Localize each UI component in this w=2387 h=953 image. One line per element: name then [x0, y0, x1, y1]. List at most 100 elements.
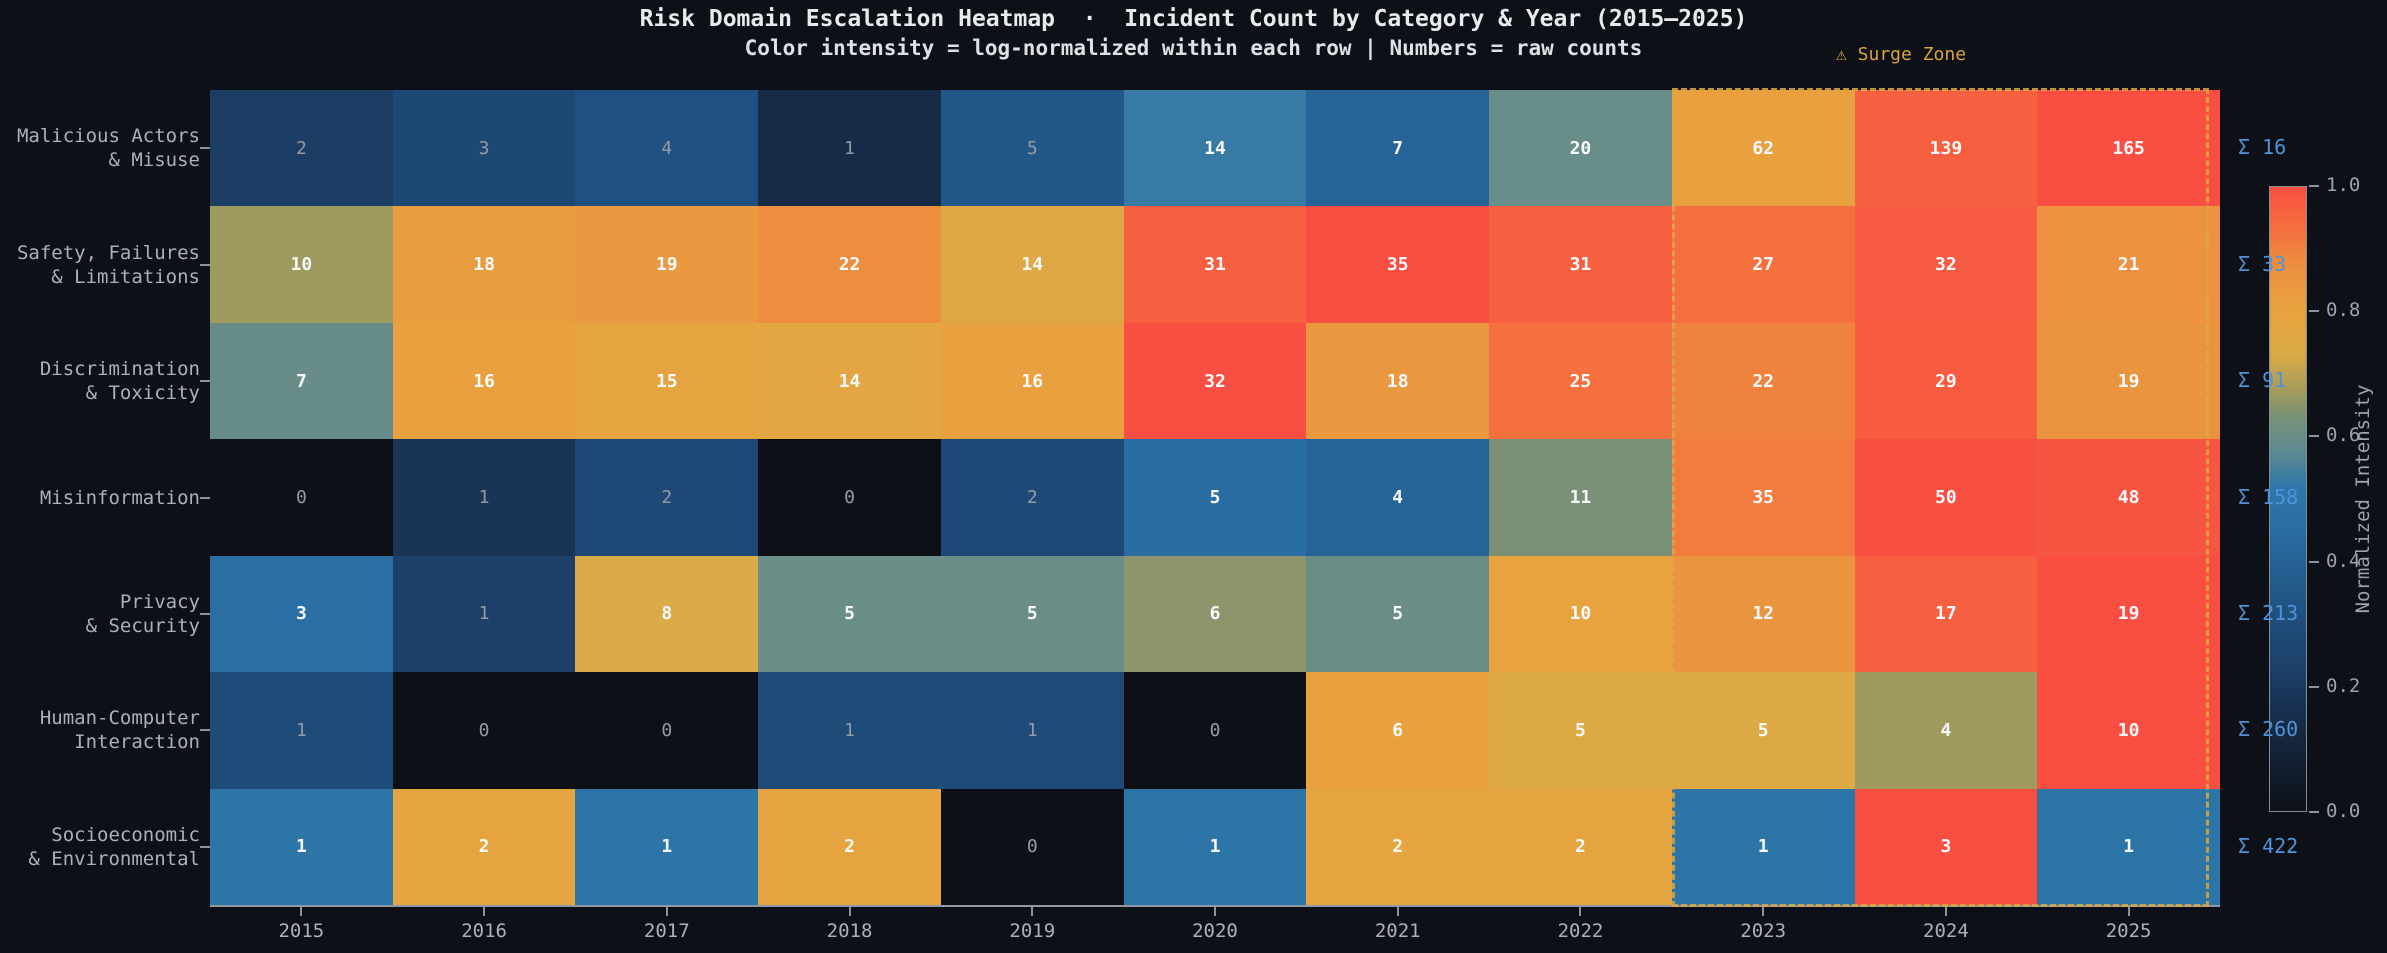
- x-axis-label: 2024: [1923, 920, 1969, 942]
- cell-value: 10: [290, 254, 313, 276]
- row-sum-label: Σ 260: [2238, 717, 2299, 742]
- heatmap-cell: 16: [940, 322, 1124, 440]
- heatmap-cell: 10: [1489, 555, 1672, 673]
- row-label: Malicious Actors & Misuse: [16, 125, 200, 172]
- cell-value: 0: [844, 486, 855, 508]
- heatmap-cell: 3: [1854, 788, 2038, 905]
- cell-value: 12: [1752, 603, 1775, 625]
- cell-value: 14: [1021, 254, 1044, 276]
- colorbar-tick: [2309, 811, 2319, 813]
- x-axis-label: 2020: [1192, 920, 1238, 942]
- heatmap-cell: 1: [210, 788, 393, 905]
- heatmap-cell: 12: [1671, 555, 1855, 673]
- row-label: Discrimination & Toxicity: [39, 358, 200, 405]
- cell-value: 1: [844, 719, 855, 741]
- heatmap-cell: 0: [1123, 672, 1307, 789]
- x-tick: [1396, 907, 1399, 916]
- heatmap-cell: 18: [392, 206, 576, 323]
- x-axis-label: 2017: [643, 920, 690, 942]
- colorbar-tick: [2309, 685, 2319, 688]
- heatmap-cell: 25: [1489, 322, 1672, 440]
- heatmap-cell: 32: [1123, 322, 1307, 440]
- cell-value: 3: [1940, 836, 1952, 858]
- cell-value: 1: [478, 603, 490, 625]
- cell-value: 2: [1026, 486, 1038, 508]
- heatmap-cell: 165: [2037, 90, 2220, 207]
- surge-zone-legend: ⚠ Surge Zone: [1836, 44, 1967, 65]
- colorbar: [2269, 186, 2307, 812]
- x-axis-label: 2019: [1009, 920, 1056, 942]
- heatmap-cell: 1: [2037, 788, 2220, 905]
- heatmap-cell: 3: [210, 555, 393, 673]
- colorbar-tick-label: 1.0: [2326, 173, 2361, 196]
- cell-value: 20: [1569, 137, 1592, 159]
- row-sum-label: Σ 91: [2238, 367, 2287, 392]
- cell-value: 3: [295, 603, 307, 625]
- heatmap-cell: 35: [1306, 206, 1490, 323]
- heatmap-cell: 0: [210, 439, 393, 556]
- row-label: Misinformation: [39, 486, 200, 509]
- cell-value: 0: [295, 486, 307, 508]
- heatmap-cell: 1: [210, 672, 393, 789]
- chart-title: Risk Domain Escalation Heatmap · Inciden…: [639, 6, 1748, 32]
- cell-value: 1: [1209, 836, 1221, 858]
- heatmap-cell: 62: [1671, 90, 1855, 207]
- heatmap-cell: 0: [940, 788, 1124, 905]
- y-tick: [200, 612, 210, 615]
- heatmap-cell: 10: [210, 206, 393, 323]
- cell-value: 5: [1392, 603, 1404, 625]
- cell-value: 22: [1752, 370, 1775, 392]
- heatmap-cell: 22: [1671, 322, 1855, 440]
- x-tick: [2127, 907, 2130, 916]
- cell-value: 5: [1575, 719, 1586, 741]
- heatmap-cell: 29: [1854, 322, 2038, 440]
- x-tick: [1762, 907, 1765, 916]
- colorbar-tick-label: 0.8: [2326, 299, 2361, 322]
- cell-value: 2: [844, 836, 855, 858]
- cell-value: 27: [1752, 254, 1775, 276]
- cell-value: 10: [2117, 719, 2140, 741]
- x-tick: [300, 907, 303, 916]
- heatmap-cell: 1: [1123, 788, 1307, 905]
- cell-value: 19: [655, 254, 678, 276]
- row-label: Safety, Failures & Limitations: [16, 241, 200, 288]
- x-tick: [665, 907, 668, 916]
- heatmap-cell: 0: [758, 439, 941, 556]
- heatmap-cell: 7: [1306, 90, 1490, 207]
- heatmap-cell: 5: [1306, 555, 1490, 673]
- heatmap-cell: 4: [1306, 439, 1490, 556]
- y-tick: [200, 729, 210, 732]
- cell-value: 0: [1026, 836, 1038, 858]
- colorbar-tick-label: 0.2: [2326, 674, 2361, 697]
- heatmap-cell: 1: [1671, 788, 1855, 905]
- row-sum-label: Σ 213: [2238, 600, 2299, 625]
- row-sum-label: Σ 158: [2238, 484, 2299, 509]
- plot-area: 2 3 4 1 5 14 7 20 62 139 165 10 18 19 22 14 31 35 31 27 32 21…: [210, 90, 2220, 907]
- heatmap-cell: 1: [392, 439, 576, 556]
- cell-value: 5: [1026, 137, 1038, 159]
- cell-value: 1: [1757, 836, 1769, 858]
- cell-value: 17: [1935, 603, 1957, 625]
- x-axis-label: 2018: [826, 920, 873, 942]
- heatmap-cell: 2: [210, 90, 393, 207]
- cell-value: 11: [1569, 486, 1592, 508]
- cell-value: 31: [1569, 254, 1592, 276]
- heatmap-cell: 32: [1854, 206, 2038, 323]
- cell-value: 14: [1204, 137, 1226, 159]
- heatmap-cell: 1: [575, 788, 759, 905]
- cell-value: 4: [1392, 486, 1404, 508]
- cell-value: 15: [655, 370, 678, 392]
- cell-value: 139: [1929, 137, 1963, 159]
- row-label: Socioeconomic & Environmental: [28, 823, 200, 870]
- heatmap-cell: 14: [758, 322, 941, 440]
- cell-value: 32: [1204, 370, 1226, 392]
- heatmap-cell: 21: [2037, 206, 2220, 323]
- heatmap-cell: 16: [392, 322, 576, 440]
- cell-value: 18: [1386, 370, 1409, 392]
- row-sum-label: Σ 422: [2238, 833, 2299, 858]
- y-tick: [200, 263, 210, 266]
- x-tick: [1944, 907, 1947, 916]
- heatmap-cell: 1: [758, 90, 941, 207]
- heatmap-cell: 1: [940, 672, 1124, 789]
